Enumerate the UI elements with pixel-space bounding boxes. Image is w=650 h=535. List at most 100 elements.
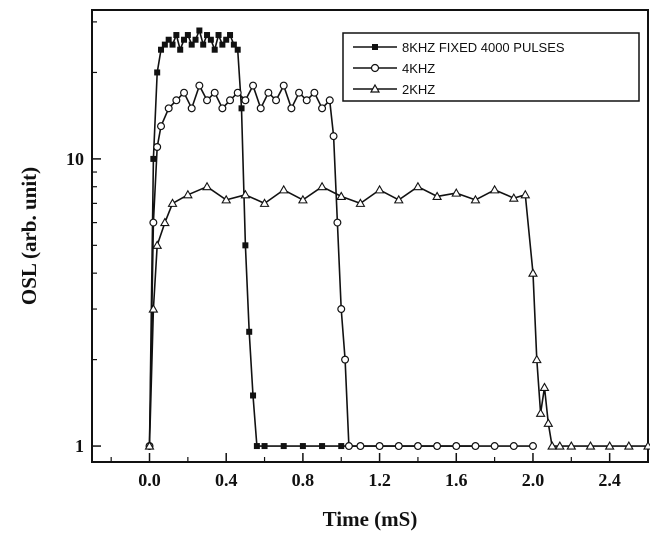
data-point [336,191,347,200]
data-point [471,442,480,451]
data-point [489,184,500,194]
data-point [433,442,442,451]
data-point [181,36,188,43]
data-point [643,440,650,450]
legend-label-8khz: 8KHZ FIXED 4000 PULSES [402,40,565,55]
data-point [210,88,219,97]
data-point [413,442,422,451]
data-point [211,46,218,53]
legend-item-8khz: 8KHZ FIXED 4000 PULSES [353,40,565,55]
data-point [234,46,241,53]
data-point [158,46,165,53]
data-point [250,392,257,399]
data-point [246,328,253,335]
data-point [172,96,181,105]
data-point [256,104,265,113]
x-tick-label: 2.4 [598,470,621,490]
data-point [192,36,199,43]
series-2 [145,81,537,451]
data-point [173,32,180,39]
data-point [325,96,334,105]
data-point [207,36,214,43]
x-tick-label: 2.0 [522,470,545,490]
data-point [195,81,204,90]
x-tick-label: 1.6 [445,470,468,490]
data-point [543,418,554,427]
data-point [317,181,328,191]
data-point [333,218,342,227]
data-point [520,189,531,199]
data-point [279,81,288,90]
x-axis-title: Time (mS) [323,507,418,531]
data-point [196,27,203,34]
data-point [623,440,634,450]
x-tick-label: 1.2 [368,470,391,490]
legend-label-4khz: 4KHZ [402,61,435,76]
data-point [272,96,281,105]
data-point [375,442,384,451]
y-axis-title: OSL (arb. unit) [17,167,41,305]
data-point [180,88,189,97]
data-point [150,155,157,162]
data-point [531,354,542,364]
data-point [604,440,615,450]
data-point [318,104,327,113]
data-point [470,194,481,204]
open-circle-icon [370,63,380,73]
legend: 8KHZ FIXED 4000 PULSES 4KHZ 2KHZ [342,32,640,102]
data-point [227,32,234,39]
data-point [299,443,306,450]
data-point [539,382,550,391]
data-point [509,442,518,451]
data-point [374,184,385,194]
data-point [203,96,212,105]
data-point [242,242,249,249]
data-point [412,181,423,191]
data-point [432,191,443,200]
data-point [169,41,176,48]
data-point [177,46,184,53]
data-point [188,41,195,48]
data-point [167,198,178,207]
data-point [226,96,235,105]
data-point [164,104,173,113]
data-point [394,442,403,451]
data-point [200,41,207,48]
data-point [319,443,326,450]
series-3 [144,181,650,450]
data-point [528,442,537,451]
data-point [490,442,499,451]
data-point [355,198,366,207]
data-point [219,41,226,48]
filled-square-icon [372,44,378,50]
data-point [356,442,365,451]
plot-frame [91,9,649,463]
x-tick-label: 0.8 [292,470,315,490]
data-point [230,41,237,48]
data-point [338,443,345,450]
data-point [295,88,304,97]
data-point [329,132,338,141]
data-point [280,443,287,450]
axis-ticks: 0.0 0.4 0.8 1.2 1.6 2.0 2.4 1 10 [66,21,621,490]
legend-label-2khz: 2KHZ [402,82,435,97]
legend-item-4khz: 4KHZ [353,61,435,76]
x-tick-label: 0.4 [215,470,238,490]
data-point [144,440,155,450]
data-point [249,81,258,90]
data-point [554,440,565,450]
data-point [585,440,596,450]
data-point [528,268,538,277]
data-point [240,189,251,199]
data-point [451,188,462,197]
series-line [148,84,533,447]
y-tick-label: 10 [66,149,84,169]
series-line [148,185,648,447]
data-point [223,36,230,43]
open-triangle-icon [369,83,381,93]
data-point [238,105,245,112]
data-point [157,122,166,131]
data-point [393,194,404,204]
data-point [184,32,191,39]
data-point [344,442,353,451]
